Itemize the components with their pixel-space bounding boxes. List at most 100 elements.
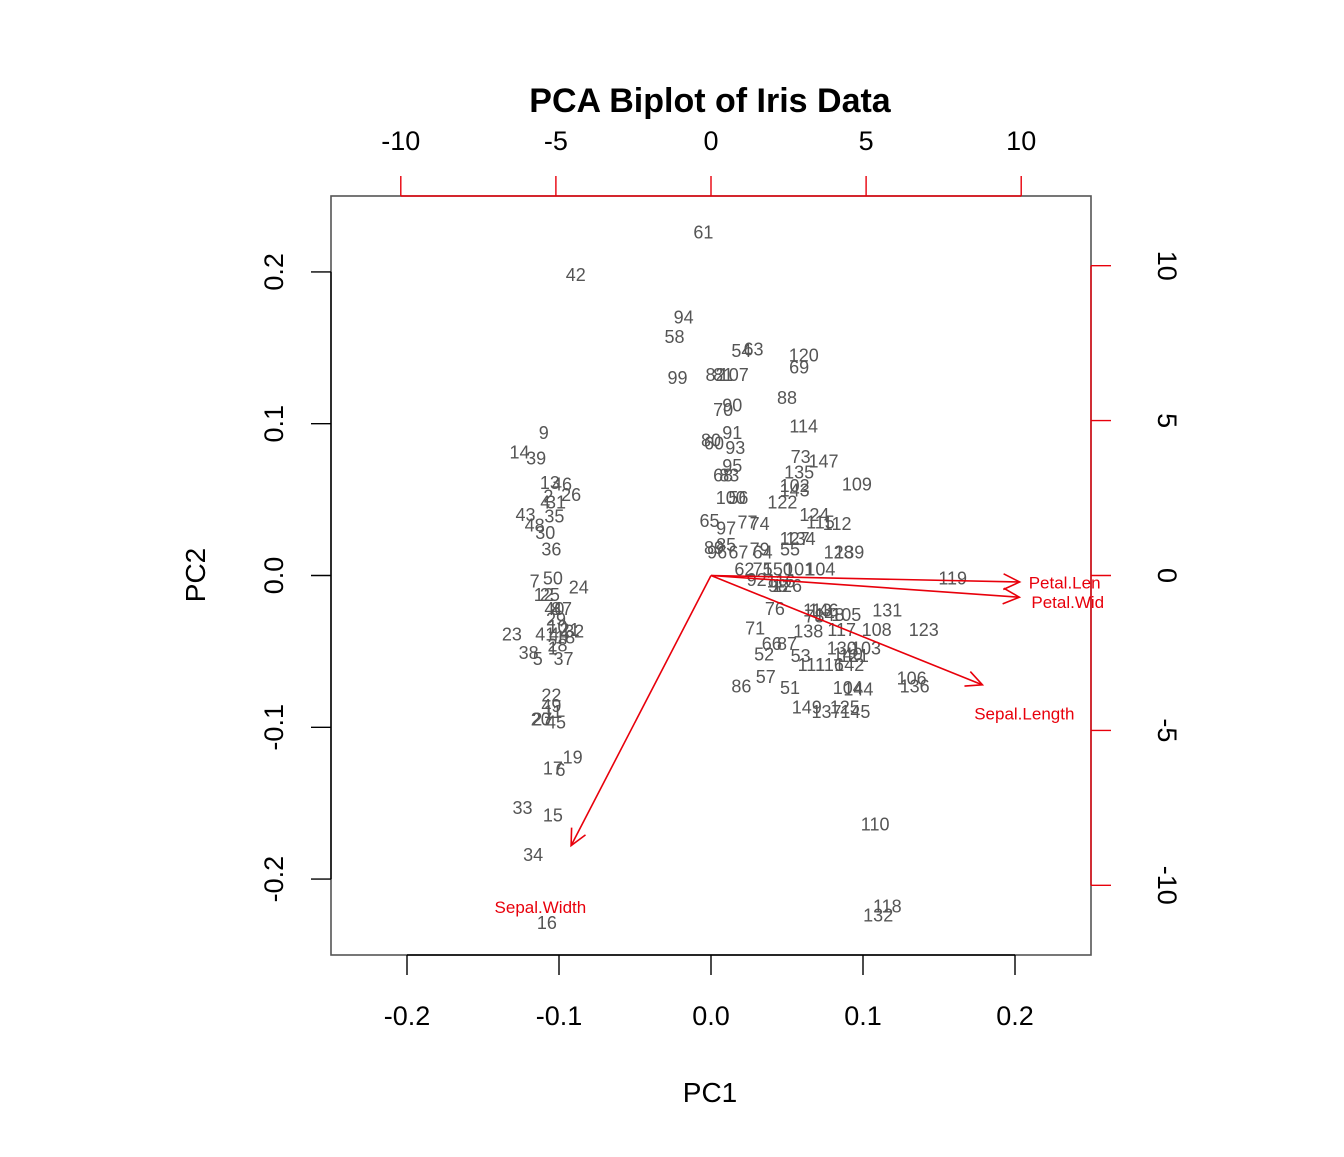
point-label: 57 (756, 667, 776, 687)
loading-arrow (710, 574, 983, 686)
point-label: 17 (543, 758, 563, 778)
point-label: 131 (872, 600, 902, 620)
y-tick-label: -0.1 (259, 704, 289, 751)
point-label: 145 (840, 702, 870, 722)
point-label: 58 (665, 327, 685, 347)
point-label: 102 (780, 476, 810, 496)
point-label: 22 (541, 685, 561, 705)
point-label: 114 (789, 417, 818, 437)
point-label: 144 (843, 679, 873, 699)
point-label: 83 (719, 465, 739, 485)
top-tick-label: 0 (703, 126, 718, 156)
x-tick-label: 0.1 (844, 1001, 882, 1031)
point-label: 1 (548, 638, 558, 658)
loading-label: Sepal.Length (974, 704, 1074, 723)
y-tick-label: -0.2 (259, 856, 289, 903)
point-label: 68 (713, 465, 733, 485)
point-label: 121 (839, 646, 869, 666)
point-label: 92 (747, 570, 767, 590)
point-label: 115 (806, 512, 835, 532)
point-label: 90 (722, 395, 742, 415)
point-label: 132 (863, 906, 893, 926)
right-tick-label: -5 (1152, 718, 1182, 742)
x-tick-label: -0.1 (536, 1001, 583, 1031)
right-loading-axis: -10 -5 0 5 10 (1090, 251, 1182, 905)
point-label: 146 (808, 600, 838, 620)
top-tick-label: 10 (1006, 126, 1036, 156)
arrow-head (964, 671, 985, 687)
point-label: 109 (842, 474, 872, 494)
loading-label: Sepal.Width (495, 898, 587, 917)
point-label: 62 (734, 559, 754, 579)
point-label: 12 (534, 585, 554, 605)
point-label: 2 (543, 487, 553, 507)
point-label: 39 (526, 449, 546, 469)
point-label: 29 (546, 610, 566, 630)
point-label: 124 (799, 505, 829, 525)
point-label: 33 (513, 798, 533, 818)
point-label: 60 (704, 433, 724, 453)
point-label: 7 (530, 572, 540, 592)
point-label: 120 (789, 345, 819, 365)
y-axis-title: PC2 (180, 548, 211, 602)
y-tick-label: 0.1 (259, 405, 289, 443)
point-label: 107 (719, 365, 749, 385)
point-label: 108 (862, 620, 892, 640)
point-label: 71 (745, 619, 765, 639)
right-tick-label: 5 (1152, 413, 1182, 428)
y-tick-label: 0.2 (259, 253, 289, 291)
point-label: 94 (674, 307, 694, 327)
point-label: 123 (909, 620, 939, 640)
point-label: 36 (541, 540, 561, 560)
point-label: 106 (897, 669, 927, 689)
point-label: 122 (767, 493, 797, 513)
point-label: 112 (823, 514, 852, 534)
point-label: 70 (713, 400, 733, 420)
point-label: 126 (772, 576, 802, 596)
point-label: 104 (805, 559, 835, 579)
point-label: 134 (786, 529, 816, 549)
point-label: 26 (561, 485, 581, 505)
point-label: 52 (754, 644, 774, 664)
point-label: 50 (543, 569, 563, 589)
point-label: 96 (707, 543, 727, 563)
point-label: 128 (824, 543, 854, 563)
point-label: 150 (763, 559, 793, 579)
point-label: 125 (830, 698, 860, 718)
top-loading-axis: -10 -5 0 5 10 (381, 126, 1036, 197)
point-label: 42 (566, 265, 586, 285)
point-label: 16 (537, 913, 557, 933)
point-label: 5 (533, 649, 543, 669)
point-label: 41 (535, 625, 555, 645)
point-label: 14 (509, 443, 529, 463)
y-axis: -0.2 -0.1 0.0 0.1 0.2 (259, 253, 332, 903)
point-label: 137 (811, 702, 841, 722)
point-label: 63 (744, 339, 764, 359)
point-label: 35 (544, 506, 564, 526)
point-label: 27 (532, 710, 552, 730)
point-label: 103 (851, 638, 881, 658)
point-label: 147 (808, 452, 838, 472)
point-label: 20 (531, 710, 551, 730)
point-label: 40 (544, 599, 564, 619)
point-label: 49 (541, 696, 561, 716)
point-label: 95 (722, 456, 742, 476)
arrow-head (1002, 573, 1022, 591)
point-label: 127 (780, 529, 810, 549)
point-label: 87 (777, 634, 797, 654)
point-label: 130 (827, 638, 857, 658)
right-tick-label: -10 (1152, 866, 1182, 905)
point-label: 48 (525, 515, 545, 535)
arrow-head (570, 827, 586, 848)
point-label: 38 (519, 643, 539, 663)
point-label: 80 (701, 430, 721, 450)
point-label: 89 (704, 538, 724, 558)
point-label: 4 (540, 493, 550, 513)
loading-label: Petal.Len (1029, 573, 1101, 592)
right-tick-label: 0 (1152, 568, 1182, 583)
point-label: 149 (792, 698, 822, 718)
